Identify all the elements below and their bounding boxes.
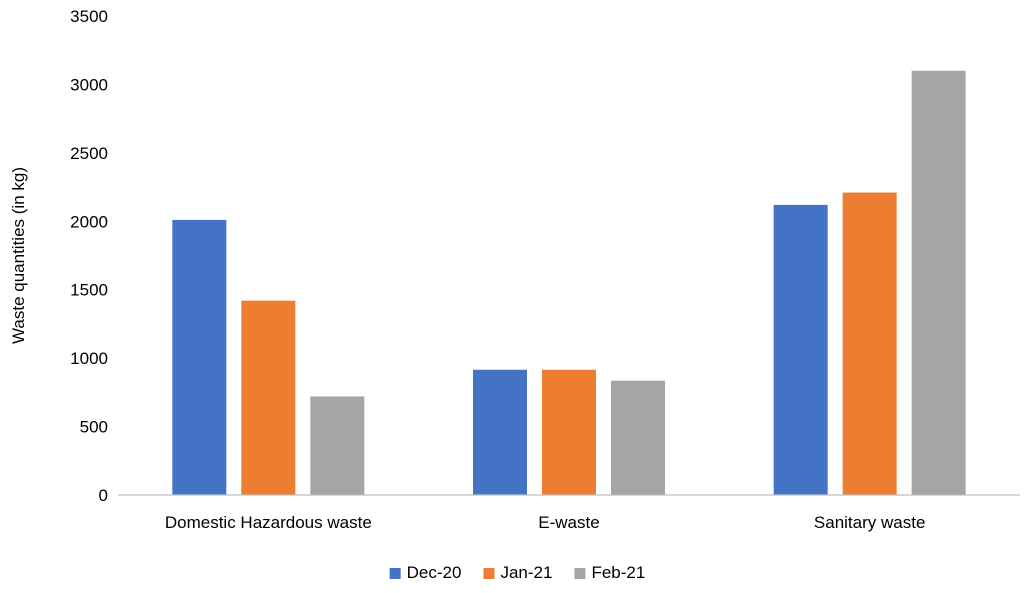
- bar: [842, 192, 897, 495]
- legend: Dec-20 Jan-21 Feb-21: [389, 563, 645, 582]
- legend-item: Dec-20: [389, 563, 462, 582]
- y-tick-label: 3000: [70, 75, 108, 94]
- x-category-label: Domestic Hazardous waste: [165, 513, 372, 532]
- legend-item: Feb-21: [574, 563, 645, 582]
- bar: [310, 396, 365, 495]
- legend-swatch: [389, 568, 401, 579]
- y-tick-label: 3500: [70, 7, 108, 26]
- y-tick-label: 500: [80, 418, 108, 437]
- legend-label: Dec-20: [407, 563, 462, 582]
- bar: [172, 219, 227, 495]
- legend-swatch: [483, 568, 495, 579]
- bar: [473, 369, 527, 495]
- bars: [172, 70, 966, 495]
- bar: [542, 369, 596, 495]
- legend-label: Jan-21: [500, 563, 552, 582]
- y-tick-label: 1500: [70, 281, 108, 300]
- bar: [241, 300, 296, 495]
- x-category-label: Sanitary waste: [814, 513, 926, 532]
- x-category-label: E-waste: [538, 513, 599, 532]
- y-tick-label: 2500: [70, 144, 108, 163]
- x-axis-category-labels: Domestic Hazardous waste E-waste Sanitary …: [165, 513, 926, 532]
- y-axis-title: Waste quantities (in kg): [9, 167, 28, 344]
- legend-item: Jan-21: [483, 563, 552, 582]
- y-tick-label: 2000: [70, 212, 108, 231]
- y-tick-label: 0: [99, 486, 108, 505]
- bar: [611, 380, 665, 495]
- legend-label: Feb-21: [591, 563, 645, 582]
- bar: [911, 70, 966, 495]
- bar: [773, 204, 828, 495]
- y-tick-label: 1000: [70, 349, 108, 368]
- legend-swatch: [574, 568, 586, 579]
- y-axis-ticks: 0 500 1000 1500 2000 2500 3000 3500: [70, 7, 108, 505]
